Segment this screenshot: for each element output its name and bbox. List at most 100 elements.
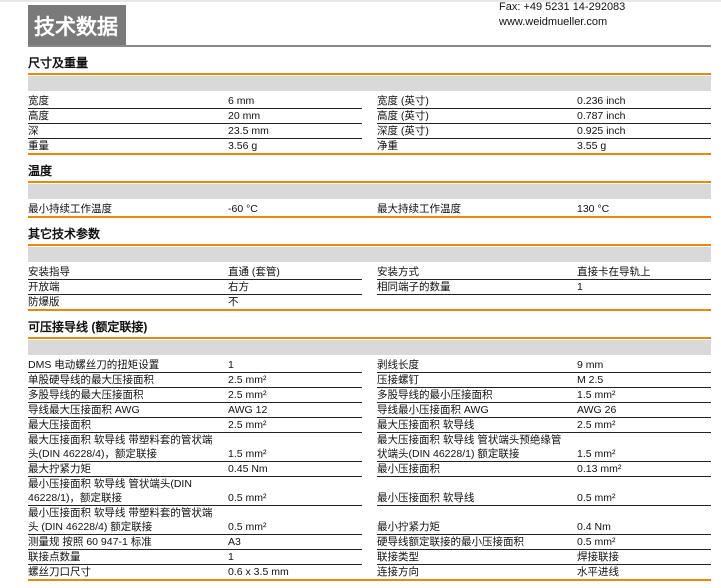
spec-label: 最小压接面积 软导线 带塑料套的管状端 头 (DIN 46228/4) 额定联接 <box>28 507 213 533</box>
section-rule <box>28 73 711 75</box>
spec-label: 最大拧紧力矩 <box>28 463 91 475</box>
spec-value: 3.56 g <box>228 140 258 152</box>
website-link[interactable]: www.weidmueller.com <box>499 16 608 28</box>
row-left: 最大压接面积 2.5 mm² <box>28 418 362 433</box>
row-right: 硬导线额定联接的最小压接面积 0.5 mm² <box>377 535 711 550</box>
spec-label: 联接类型 <box>377 551 419 563</box>
spec-content: 尺寸及重量 宽度 6 mm 宽度 (英寸) 0.236 inch 高度 20 mm 高… <box>28 54 711 588</box>
spec-label: 高度 <box>28 110 49 122</box>
spec-value: 1 <box>228 551 234 563</box>
row-left: 最小压接面积 软导线 管状端头(DIN 46228/1)，额定联接 0.5 mm² <box>28 477 362 506</box>
section-end-rule <box>28 216 711 218</box>
spec-value: 右方 <box>228 281 249 293</box>
table-row: 安装指导 直通 (套管) 安装方式 直接卡在导轨上 <box>28 265 711 280</box>
spec-value: AWG 26 <box>577 404 617 416</box>
spec-value: -60 °C <box>228 203 258 215</box>
spec-label: 测量规 按照 60 947-1 标准 <box>28 536 152 548</box>
table-row: 单股硬导线的最大压接面积 2.5 mm² 压接螺钉 M 2.5 <box>28 373 711 388</box>
spec-label: 宽度 <box>28 95 49 107</box>
row-left: 宽度 6 mm <box>28 94 362 109</box>
spec-value: AWG 12 <box>228 404 268 416</box>
table-row: 多股导线的最大压接面积 2.5 mm² 多股导线的最小压接面积 1.5 mm² <box>28 388 711 403</box>
table-row: 最大压接面积 软导线 带塑料套的管状端 头(DIN 46228/4)，额定联接 1… <box>28 433 711 462</box>
row-right: 相同端子的数量 1 <box>377 280 711 295</box>
spec-label: 多股导线的最小压接面积 <box>377 389 493 401</box>
spec-section: 可压接导线 (额定联接) DMS 电动螺丝刀的扭矩设置 1 剥线长度 9 mm 单股… <box>28 318 711 588</box>
row-left: 深 23.5 mm <box>28 124 362 139</box>
spec-label: 联接点数量 <box>28 551 81 563</box>
spec-value: 0.925 inch <box>577 125 626 137</box>
table-row: 螺丝刀口尺寸 0.6 x 3.5 mm 连接方向 水平进线 <box>28 565 711 579</box>
spec-label: 连接方向 <box>377 566 419 578</box>
spec-label: 最大压接面积 软导线 <box>377 419 475 431</box>
spec-label: 防爆版 <box>28 296 60 308</box>
row-left: 多股导线的最大压接面积 2.5 mm² <box>28 388 362 403</box>
spec-value: 1 <box>228 359 234 371</box>
spec-label: 重量 <box>28 140 49 152</box>
page-title: 技术数据 <box>28 5 126 45</box>
row-right: 最小压接面积 0.13 mm² <box>377 462 711 477</box>
spec-value: 1.5 mm² <box>577 389 616 401</box>
spec-label: 导线最大压接面积 AWG <box>28 404 140 416</box>
spec-label: 硬导线额定联接的最小压接面积 <box>377 536 524 548</box>
spec-value: 9 mm <box>577 359 604 371</box>
section-title: 尺寸及重量 <box>28 56 89 70</box>
row-right <box>377 295 711 309</box>
row-left: 最小持续工作温度 -60 °C <box>28 202 362 216</box>
spec-label: 开放端 <box>28 281 60 293</box>
row-left: 导线最大压接面积 AWG AWG 12 <box>28 403 362 418</box>
table-row: 测量规 按照 60 947-1 标准 A3 硬导线额定联接的最小压接面积 0.5 m… <box>28 535 711 550</box>
table-row: 重量 3.56 g 净重 3.55 g <box>28 139 711 153</box>
section-end-rule <box>28 153 711 155</box>
row-right: 联接类型 焊接联接 <box>377 550 711 565</box>
table-row: 最大拧紧力矩 0.45 Nm 最小压接面积 0.13 mm² <box>28 462 711 477</box>
spec-value: 2.5 mm² <box>228 419 267 431</box>
section-end-rule <box>28 309 711 311</box>
row-left: 测量规 按照 60 947-1 标准 A3 <box>28 535 362 550</box>
row-left: 防爆版 不 <box>28 295 362 309</box>
row-right: 压接螺钉 M 2.5 <box>377 373 711 388</box>
row-right: 高度 (英寸) 0.787 inch <box>377 109 711 124</box>
spec-section: 温度 最小持续工作温度 -60 °C 最大持续工作温度 130 °C <box>28 162 711 225</box>
spec-section: 其它技术参数 安装指导 直通 (套管) 安装方式 直接卡在导轨上 开放端 右方 相同端… <box>28 225 711 318</box>
spec-label: 压接螺钉 <box>377 374 419 386</box>
spec-value: 直接卡在导轨上 <box>577 266 651 278</box>
spec-value: 6 mm <box>228 95 255 107</box>
row-left: 安装指导 直通 (套管) <box>28 265 362 280</box>
spec-label: 剥线长度 <box>377 359 419 371</box>
section-title: 其它技术参数 <box>28 227 101 241</box>
spec-value: 2.5 mm² <box>228 389 267 401</box>
spec-label: 最小持续工作温度 <box>28 203 112 215</box>
row-left: 联接点数量 1 <box>28 550 362 565</box>
row-right: 多股导线的最小压接面积 1.5 mm² <box>377 388 711 403</box>
spec-label: DMS 电动螺丝刀的扭矩设置 <box>28 359 160 371</box>
row-left: 最小压接面积 软导线 带塑料套的管状端 头 (DIN 46228/4) 额定联接… <box>28 506 362 535</box>
row-left: 最大拧紧力矩 0.45 Nm <box>28 462 362 477</box>
table-row: 最小压接面积 软导线 管状端头(DIN 46228/1)，额定联接 0.5 mm²… <box>28 477 711 506</box>
table-row: 最小持续工作温度 -60 °C 最大持续工作温度 130 °C <box>28 202 711 216</box>
row-right: 最小压接面积 软导线 0.5 mm² <box>377 477 711 506</box>
table-row: 宽度 6 mm 宽度 (英寸) 0.236 inch <box>28 94 711 109</box>
row-left: 单股硬导线的最大压接面积 2.5 mm² <box>28 373 362 388</box>
spec-value: 2.5 mm² <box>577 419 616 431</box>
row-left: 重量 3.56 g <box>28 139 362 153</box>
row-left: 高度 20 mm <box>28 109 362 124</box>
row-right: 导线最小压接面积 AWG AWG 26 <box>377 403 711 418</box>
spec-value: 0.6 x 3.5 mm <box>228 566 289 578</box>
section-title: 温度 <box>28 164 53 178</box>
spec-value: 2.5 mm² <box>228 374 267 386</box>
spec-value: 1.5 mm² <box>577 448 616 460</box>
contact-info: Fax: +49 5231 14-292083 www.weidmueller.… <box>499 0 625 30</box>
section-band <box>28 340 711 355</box>
spec-label: 宽度 (英寸) <box>377 95 429 107</box>
table-row: 导线最大压接面积 AWG AWG 12 导线最小压接面积 AWG AWG 26 <box>28 403 711 418</box>
spec-value: 0.4 Nm <box>577 521 611 533</box>
section-rule <box>28 337 711 339</box>
spec-value: M 2.5 <box>577 374 604 386</box>
spec-value: 直通 (套管) <box>228 266 280 278</box>
spec-value: 3.55 g <box>577 140 607 152</box>
fax-number: Fax: +49 5231 14-292083 <box>499 1 626 13</box>
row-right: 宽度 (英寸) 0.236 inch <box>377 94 711 109</box>
table-row: DMS 电动螺丝刀的扭矩设置 1 剥线长度 9 mm <box>28 358 711 373</box>
row-right: 最大压接面积 软导线 管状端头预绝缘管 状端头(DIN 46228/1) 额定联… <box>377 433 711 462</box>
